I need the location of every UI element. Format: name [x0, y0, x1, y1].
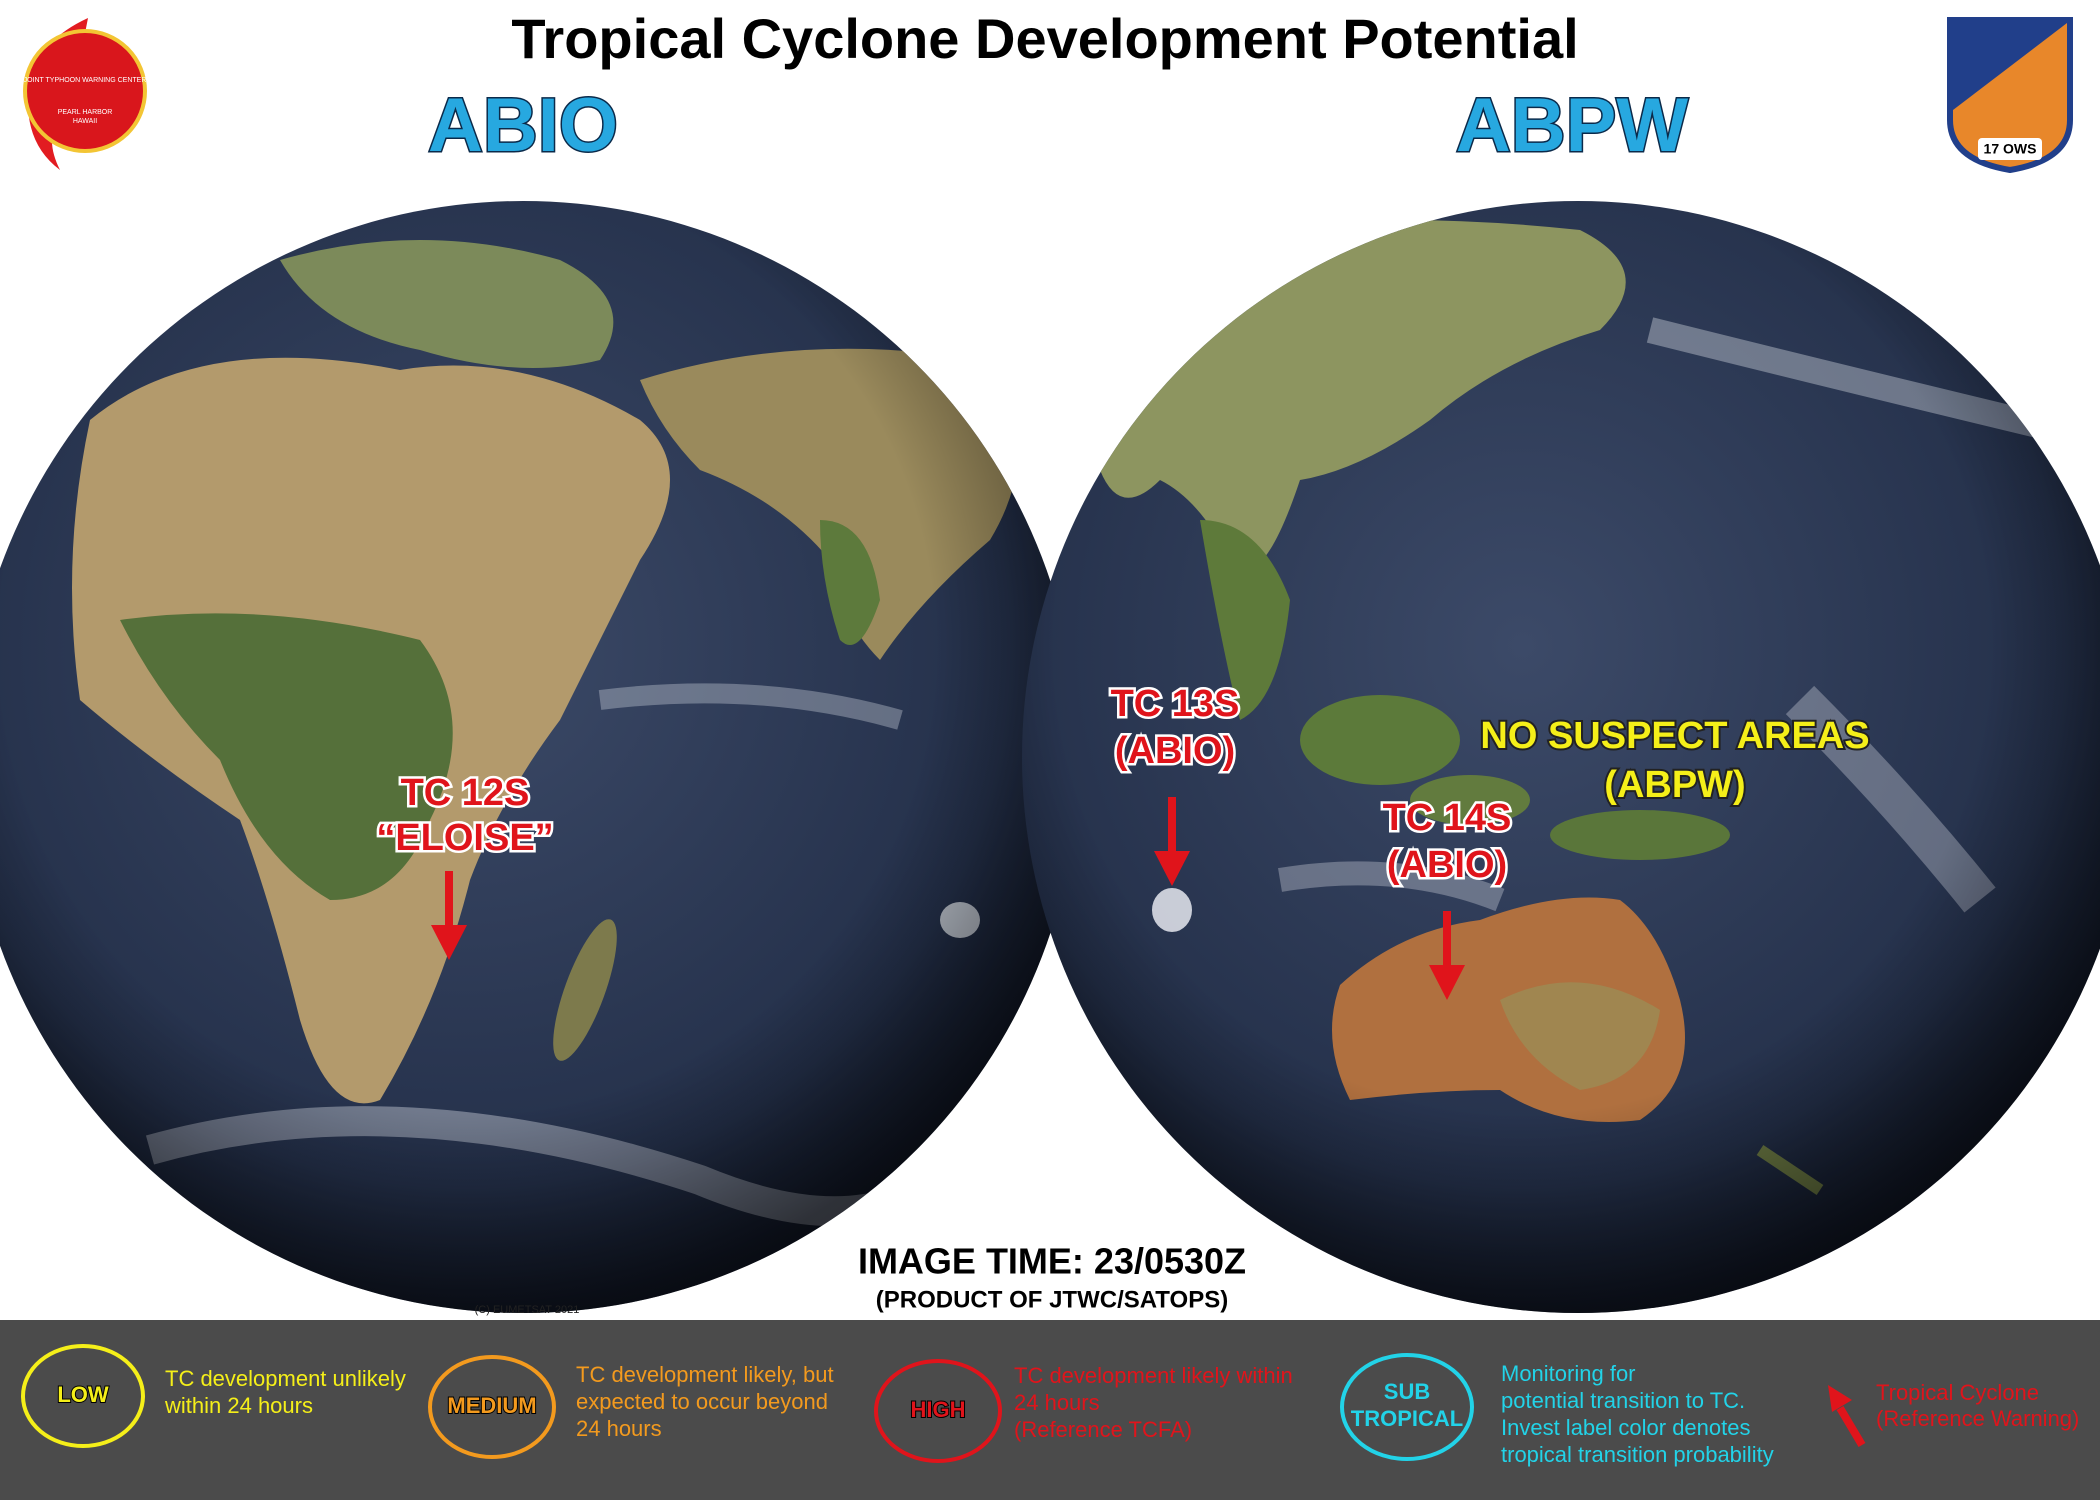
product: (PRODUCT OF JTWC/SATOPS)	[876, 1286, 1228, 1313]
panel-label: ABIO	[428, 83, 618, 168]
credit: (C) EUMETSAT 2021	[475, 1304, 580, 1316]
globe-right	[1022, 201, 2100, 1313]
jtwc-logo: JOINT TYPHOON WARNING CENTER PEARL HARBO…	[23, 18, 147, 170]
annotation-text: (ABIO)	[1115, 730, 1235, 772]
legend-badge: MEDIUM	[447, 1393, 536, 1418]
annotation-text: (ABPW)	[1604, 764, 1745, 806]
panel-label: ABPW	[1456, 83, 1688, 168]
legend-medium: MEDIUM TC development likely, but expect…	[428, 1355, 834, 1459]
title: Tropical Cyclone Development Potential	[511, 7, 1578, 70]
legend-text: within 24 hours	[164, 1393, 313, 1418]
logo-text: 17 OWS	[1984, 141, 2037, 157]
logo-text: PEARL HARBOR	[58, 109, 113, 116]
legend-text: 24 hours	[1014, 1390, 1100, 1415]
legend-badge: LOW	[57, 1382, 109, 1407]
ows-logo: 17 OWS	[1947, 17, 2073, 174]
annotation-text: TC 12S	[401, 772, 530, 814]
legend-text: 24 hours	[576, 1416, 662, 1441]
legend-text: Invest label color denotes	[1501, 1415, 1751, 1440]
legend-text: Monitoring for	[1501, 1361, 1636, 1386]
annotation-tc14s: TC 14S (ABIO)	[1380, 795, 1514, 1000]
legend-low: LOW TC development unlikely within 24 ho…	[21, 1344, 406, 1448]
legend-text: TC development likely within	[1014, 1363, 1293, 1388]
image-time: IMAGE TIME: 23/0530Z	[858, 1241, 1246, 1282]
legend-bar	[0, 1320, 2100, 1500]
annotation-tc13s: TC 13S (ABIO)	[1108, 681, 1242, 886]
annotation-text: TC 14S	[1383, 797, 1512, 839]
legend-text: (Reference Warning)	[1876, 1406, 2079, 1431]
annotation-abpw: NO SUSPECT AREAS (ABPW)	[1478, 713, 1871, 808]
logo-text: HAWAII	[73, 118, 97, 125]
legend-badge: SUB	[1384, 1379, 1430, 1404]
legend-tropical-cyclone: Tropical Cyclone (Reference Warning)	[1828, 1380, 2079, 1448]
legend-text: TC development unlikely	[165, 1366, 406, 1391]
legend-text: Tropical Cyclone	[1876, 1380, 2039, 1405]
annotation-text: “ELOISE”	[376, 817, 553, 859]
legend-high: HIGH TC development likely within 24 hou…	[874, 1359, 1293, 1463]
legend-text: expected to occur beyond	[576, 1389, 828, 1414]
annotation-text: (ABIO)	[1387, 844, 1507, 886]
legend-text: tropical transition probability	[1501, 1442, 1774, 1467]
legend-text: TC development likely, but	[576, 1362, 834, 1387]
globe-left	[0, 201, 1079, 1313]
legend-badge: TROPICAL	[1351, 1406, 1463, 1431]
legend-text: (Reference TCFA)	[1014, 1417, 1192, 1442]
logo-text: JOINT TYPHOON WARNING CENTER	[24, 77, 147, 84]
annotation-text: TC 13S	[1111, 683, 1240, 725]
legend-badge: HIGH	[911, 1397, 966, 1422]
legend-text: potential transition to TC.	[1501, 1388, 1745, 1413]
annotation-tc12s: TC 12S “ELOISE”	[374, 770, 556, 960]
legend-subtropical: SUB TROPICAL Monitoring for potential tr…	[1340, 1353, 1774, 1467]
annotation-text: NO SUSPECT AREAS	[1480, 715, 1869, 757]
